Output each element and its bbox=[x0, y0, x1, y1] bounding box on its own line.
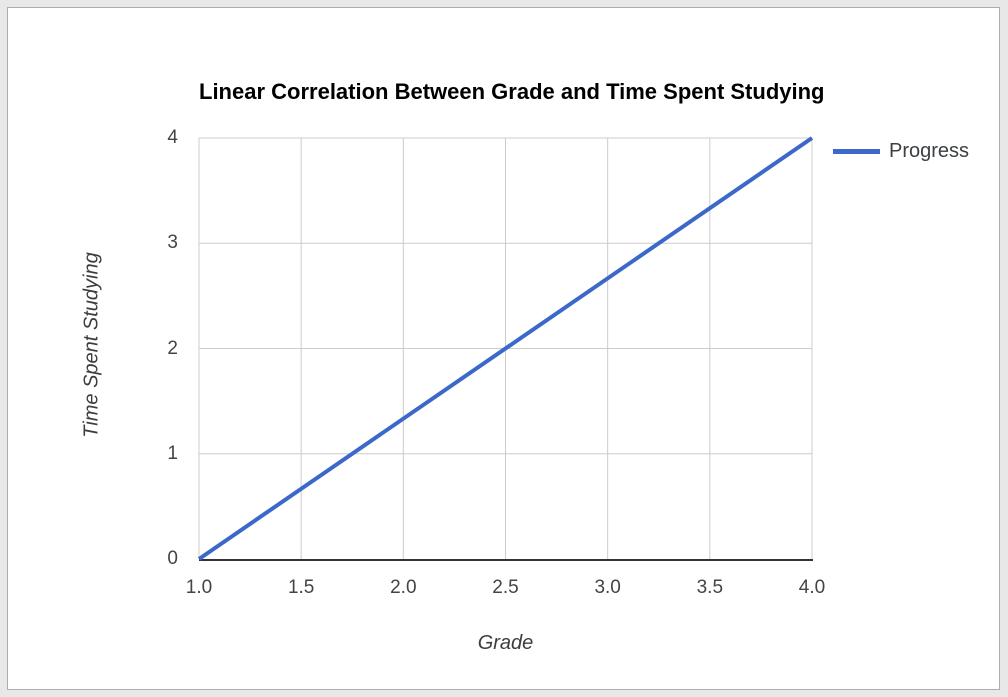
x-axis-title: Grade bbox=[477, 632, 534, 654]
y-tick-label: 2 bbox=[167, 337, 178, 359]
x-tick-label: 2.5 bbox=[492, 577, 519, 598]
chart-title: Linear Correlation Between Grade and Tim… bbox=[199, 79, 825, 104]
legend: Progress bbox=[833, 139, 969, 163]
x-tick-label: 2.0 bbox=[390, 577, 417, 598]
y-tick-label: 4 bbox=[167, 127, 178, 148]
series-line-progress bbox=[197, 136, 814, 561]
x-tick-label: 3.0 bbox=[594, 577, 621, 598]
legend-line-swatch bbox=[833, 148, 880, 154]
chart-card: Linear Correlation Between Grade and Tim… bbox=[7, 7, 1000, 690]
x-tick-label: 3.5 bbox=[696, 577, 724, 598]
plot-area bbox=[197, 136, 814, 561]
x-tick-label: 1.0 bbox=[185, 577, 213, 598]
x-tick-label: 4.0 bbox=[798, 577, 826, 598]
legend-item-label: Progress bbox=[889, 139, 970, 162]
x-tick-label: 1.5 bbox=[287, 577, 315, 598]
y-axis-title: Time Spent Studying bbox=[80, 252, 103, 438]
y-tick-label: 0 bbox=[167, 548, 178, 569]
y-tick-label: 3 bbox=[167, 232, 178, 254]
y-tick-label: 1 bbox=[167, 442, 178, 464]
